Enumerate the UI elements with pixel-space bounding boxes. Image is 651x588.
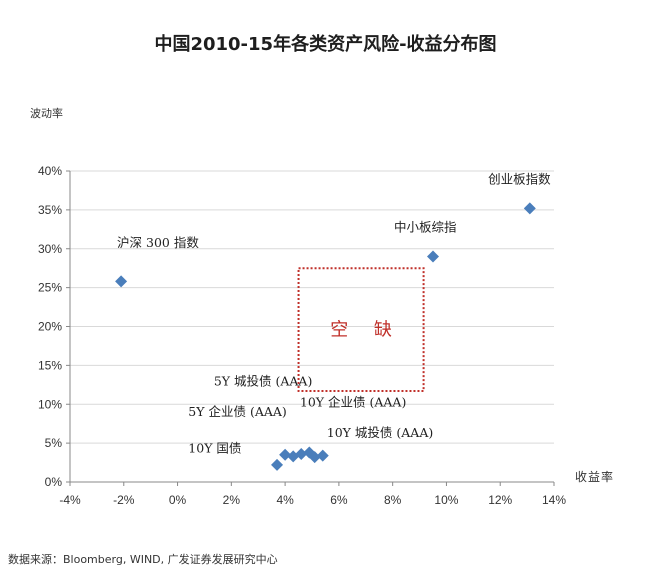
x-tick-label: 12% xyxy=(488,493,512,507)
data-point xyxy=(308,451,321,464)
point-annotation: 中小板综指 xyxy=(394,220,457,235)
point-annotation: 10Y 国债 xyxy=(188,440,241,455)
data-point xyxy=(279,448,292,461)
x-tick-label: 0% xyxy=(169,493,187,507)
x-axis-label: 收益率 xyxy=(575,470,615,484)
point-annotation: 10Y 城投债 (AAA) xyxy=(327,425,433,440)
point-annotation: 创业板指数 xyxy=(488,171,551,186)
data-point xyxy=(115,275,128,288)
data-point xyxy=(427,250,439,263)
x-tick-label: -2% xyxy=(113,493,135,507)
chart-title: 中国2010-15年各类资产风险-收益分布图 xyxy=(154,34,497,55)
y-tick-label: 0% xyxy=(45,475,63,489)
gap-box-label: 空 缺 xyxy=(330,320,402,341)
x-tick-label: 6% xyxy=(330,493,348,507)
point-annotation: 10Y 企业债 (AAA) xyxy=(300,395,406,410)
data-point xyxy=(295,448,308,461)
source-note: 数据来源：Bloomberg, WIND, 广发证券发展研究中心 xyxy=(8,553,278,566)
y-tick-label: 20% xyxy=(38,320,62,334)
x-tick-label: 2% xyxy=(223,493,241,507)
y-tick-label: 30% xyxy=(38,242,62,256)
y-tick-label: 10% xyxy=(38,397,62,411)
point-annotation: 5Y 城投债 (AAA) xyxy=(214,374,313,389)
x-tick-label: 10% xyxy=(434,493,458,507)
y-tick-label: 40% xyxy=(38,164,62,178)
point-annotation: 沪深 300 指数 xyxy=(117,235,199,250)
y-tick-label: 5% xyxy=(45,436,63,450)
point-annotation: 5Y 企业债 (AAA) xyxy=(188,404,286,419)
data-point xyxy=(271,458,284,471)
x-tick-label: -4% xyxy=(59,493,81,507)
data-point xyxy=(316,449,329,462)
x-tick-label: 8% xyxy=(384,493,402,507)
x-tick-label: 4% xyxy=(276,493,294,507)
y-tick-label: 35% xyxy=(38,203,62,217)
data-point xyxy=(523,202,536,215)
y-tick-label: 15% xyxy=(38,358,62,372)
x-tick-label: 14% xyxy=(542,493,566,507)
y-tick-label: 25% xyxy=(38,281,62,295)
y-axis-label: 波动率 xyxy=(30,107,63,120)
